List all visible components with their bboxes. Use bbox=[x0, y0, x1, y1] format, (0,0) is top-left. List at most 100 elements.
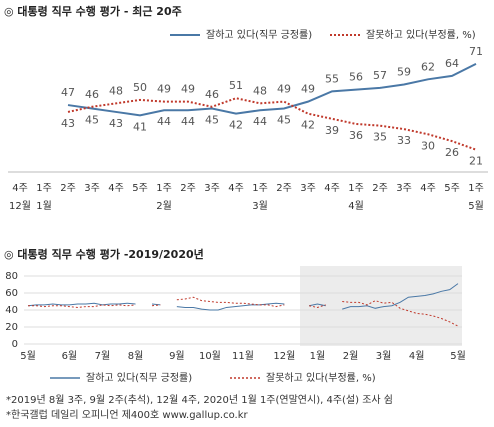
data-label: 51 bbox=[229, 79, 243, 92]
x-tick-label: 1주 bbox=[36, 183, 52, 194]
series-line bbox=[151, 303, 161, 306]
x-tick-label: 6월 bbox=[62, 350, 78, 362]
x-group-label: 5월 bbox=[468, 200, 484, 212]
footnote: *한국갤럽 데일리 오피니언 제400호 www.gallup.co.kr bbox=[6, 409, 249, 421]
data-label: 47 bbox=[61, 86, 75, 99]
x-group-label: 1월 bbox=[36, 200, 52, 212]
x-tick-label: 5월 bbox=[20, 350, 36, 362]
y-tick-label: 20 bbox=[5, 322, 18, 333]
x-tick-label: 12월 bbox=[273, 350, 295, 362]
x-group-label: 4월 bbox=[348, 200, 364, 212]
x-tick-label: 8월 bbox=[128, 350, 144, 362]
data-label: 45 bbox=[205, 114, 219, 127]
data-label: 48 bbox=[253, 84, 267, 97]
x-tick-label: 1주 bbox=[348, 183, 364, 194]
x-tick-label: 5주 bbox=[132, 183, 148, 194]
data-label: 56 bbox=[349, 71, 363, 84]
x-tick-label: 2월 bbox=[343, 350, 359, 362]
data-label: 41 bbox=[133, 120, 147, 133]
x-tick-label: 3월 bbox=[376, 350, 392, 362]
y-tick-label: 0 bbox=[12, 339, 18, 350]
data-label: 36 bbox=[349, 129, 363, 142]
x-tick-label: 3주 bbox=[396, 183, 412, 194]
x-tick-label: 4주 bbox=[108, 183, 124, 194]
x-tick-label: 1주 bbox=[156, 183, 172, 194]
data-label: 49 bbox=[181, 83, 195, 96]
legend-label: 잘하고 있다(직무 긍정률) bbox=[86, 371, 192, 384]
x-tick-label: 7월 bbox=[95, 350, 111, 362]
legend-label: 잘못하고 있다(부정률, %) bbox=[266, 371, 376, 384]
x-tick-label: 3주 bbox=[204, 183, 220, 194]
x-tick-label: 1주 bbox=[252, 183, 268, 194]
x-tick-label: 11월 bbox=[232, 350, 254, 362]
series-line bbox=[309, 304, 326, 308]
x-tick-label: 2주 bbox=[180, 183, 196, 194]
x-tick-label: 2주 bbox=[276, 183, 292, 194]
data-label: 26 bbox=[445, 146, 459, 159]
data-label: 64 bbox=[445, 57, 459, 70]
x-tick-label: 2주 bbox=[60, 183, 76, 194]
data-label: 71 bbox=[469, 45, 483, 58]
footnote: *2019년 8월 3주, 9월 2주(추석), 12월 4주, 2020년 1… bbox=[6, 394, 393, 406]
legend-label: 잘못하고 있다(부정률, %) bbox=[366, 28, 476, 41]
series-line bbox=[309, 303, 326, 307]
data-label: 21 bbox=[469, 155, 483, 168]
data-label: 30 bbox=[421, 139, 435, 152]
data-label: 43 bbox=[109, 117, 123, 130]
data-label: 46 bbox=[85, 88, 99, 101]
data-label: 43 bbox=[61, 117, 75, 130]
data-label: 49 bbox=[301, 83, 315, 96]
series-line bbox=[176, 296, 285, 308]
data-label: 45 bbox=[85, 114, 99, 127]
data-label: 35 bbox=[373, 131, 387, 144]
y-tick-label: 60 bbox=[5, 288, 18, 299]
x-tick-label: 5월 bbox=[450, 350, 466, 362]
data-label: 44 bbox=[253, 115, 267, 128]
data-label: 46 bbox=[205, 88, 219, 101]
data-label: 42 bbox=[301, 119, 315, 132]
chart-title: ◎ 대통령 직무 수행 평가 - 최근 20주 bbox=[4, 4, 182, 18]
x-group-label: 2월 bbox=[156, 200, 172, 212]
y-tick-label: 80 bbox=[5, 271, 18, 282]
series-line bbox=[342, 300, 459, 327]
data-label: 59 bbox=[397, 65, 411, 78]
x-tick-label: 4주 bbox=[324, 183, 340, 194]
data-label: 33 bbox=[397, 134, 411, 147]
x-tick-label: 1주 bbox=[468, 183, 484, 194]
data-label: 49 bbox=[157, 83, 171, 96]
x-tick-label: 3주 bbox=[84, 183, 100, 194]
x-group-label: 3월 bbox=[252, 200, 268, 212]
x-tick-label: 10월 bbox=[199, 350, 221, 362]
x-tick-label: 2주 bbox=[372, 183, 388, 194]
x-group-label: 12월 bbox=[9, 200, 31, 212]
series-line bbox=[67, 62, 477, 117]
chart-title: ◎ 대통령 직무 수행 평가 -2019/2020년 bbox=[4, 247, 204, 261]
series-line bbox=[27, 302, 136, 307]
x-tick-label: 4월 bbox=[409, 350, 425, 362]
series-line bbox=[176, 302, 285, 311]
series-line bbox=[342, 283, 459, 310]
data-label: 50 bbox=[133, 81, 147, 94]
x-tick-label: 4주 bbox=[12, 183, 28, 194]
data-label: 57 bbox=[373, 69, 387, 82]
data-label: 49 bbox=[277, 83, 291, 96]
highlight-region bbox=[300, 266, 462, 346]
data-label: 45 bbox=[277, 114, 291, 127]
x-tick-label: 4주 bbox=[228, 183, 244, 194]
series-line bbox=[151, 304, 161, 307]
legend-label: 잘하고 있다(직무 긍정률) bbox=[206, 28, 312, 41]
data-label: 48 bbox=[109, 84, 123, 97]
x-tick-label: 3주 bbox=[300, 183, 316, 194]
series-line bbox=[28, 304, 136, 308]
data-label: 55 bbox=[325, 72, 339, 85]
data-label: 44 bbox=[181, 115, 195, 128]
y-tick-label: 40 bbox=[5, 305, 18, 316]
x-tick-label: 9월 bbox=[169, 350, 185, 362]
series-line bbox=[67, 97, 477, 151]
x-tick-label: 4주 bbox=[420, 183, 436, 194]
data-label: 62 bbox=[421, 60, 435, 73]
x-tick-label: 1월 bbox=[310, 350, 326, 362]
x-tick-label: 5주 bbox=[444, 183, 460, 194]
data-label: 39 bbox=[325, 124, 339, 137]
